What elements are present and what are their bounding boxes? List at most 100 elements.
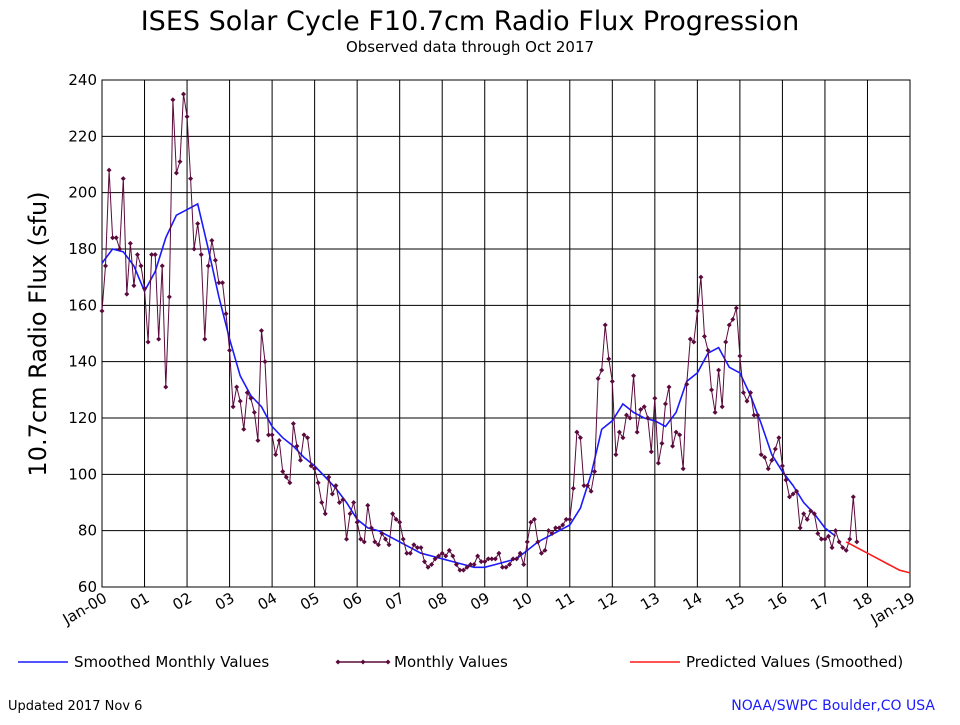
data-point xyxy=(464,564,470,570)
data-point xyxy=(305,435,311,441)
data-point xyxy=(163,384,169,390)
data-point xyxy=(173,170,179,176)
data-point xyxy=(850,494,856,500)
data-point xyxy=(843,547,849,553)
chart-subtitle: Observed data through Oct 2017 xyxy=(346,38,594,56)
data-point xyxy=(103,263,109,269)
data-point xyxy=(723,339,729,345)
footer-right: NOAA/SWPC Boulder,CO USA xyxy=(731,698,935,714)
data-point xyxy=(457,567,463,573)
data-point xyxy=(262,359,268,365)
data-point xyxy=(219,280,225,286)
data-point xyxy=(117,246,123,252)
footer-left: Updated 2017 Nov 6 xyxy=(8,699,142,714)
data-point xyxy=(411,542,417,548)
data-point xyxy=(684,381,690,387)
data-point xyxy=(592,469,598,475)
data-point xyxy=(358,536,364,542)
data-point xyxy=(273,452,279,458)
data-point xyxy=(188,176,194,182)
data-point xyxy=(432,556,438,562)
data-point xyxy=(205,263,211,269)
x-tick-label: 12 xyxy=(595,589,621,614)
x-tick-label: 13 xyxy=(637,589,663,614)
data-point xyxy=(347,511,353,517)
data-point xyxy=(301,432,307,438)
data-point xyxy=(648,449,654,455)
data-point xyxy=(542,547,548,553)
data-point xyxy=(269,432,275,438)
data-point xyxy=(106,167,112,173)
data-point xyxy=(152,252,158,258)
data-point xyxy=(149,252,155,258)
data-point xyxy=(755,412,761,418)
data-point xyxy=(815,530,821,536)
data-point xyxy=(854,539,860,545)
data-point xyxy=(609,378,615,384)
data-point xyxy=(659,440,665,446)
series-line xyxy=(101,94,858,571)
data-point xyxy=(312,466,318,472)
data-point xyxy=(620,435,626,441)
data-point xyxy=(801,511,807,517)
data-point xyxy=(170,97,176,103)
data-point xyxy=(386,542,392,548)
x-tick-label: 11 xyxy=(552,589,578,614)
data-point xyxy=(127,240,133,246)
data-point xyxy=(336,500,342,505)
x-tick-label: 02 xyxy=(170,589,196,614)
y-tick-label: 100 xyxy=(68,465,97,483)
data-point xyxy=(436,553,442,559)
data-point xyxy=(719,404,725,410)
data-point xyxy=(567,516,573,522)
y-tick-label: 180 xyxy=(68,240,97,258)
data-point xyxy=(393,516,399,522)
data-point xyxy=(290,421,296,427)
data-point xyxy=(248,395,254,401)
data-point xyxy=(701,333,707,339)
data-point xyxy=(811,511,817,517)
data-point xyxy=(677,432,683,438)
data-point xyxy=(712,409,718,415)
data-point xyxy=(471,561,477,567)
data-point xyxy=(577,435,583,441)
plot-frame xyxy=(101,79,911,588)
data-point xyxy=(280,469,286,475)
legend-marker xyxy=(385,659,391,665)
data-point xyxy=(585,483,591,489)
data-point xyxy=(538,550,544,556)
data-point xyxy=(202,336,208,342)
data-point xyxy=(421,559,427,565)
data-point xyxy=(829,545,835,551)
data-point xyxy=(142,285,148,291)
data-point xyxy=(507,561,513,567)
y-tick-label: 240 xyxy=(68,71,97,89)
x-tick-label: 17 xyxy=(807,589,833,614)
data-point xyxy=(266,432,272,438)
data-point xyxy=(237,398,243,404)
data-point xyxy=(574,429,580,435)
data-point xyxy=(730,316,736,322)
data-point xyxy=(833,528,839,534)
data-point xyxy=(333,483,339,489)
data-point xyxy=(645,415,651,421)
data-point xyxy=(740,390,746,396)
data-point xyxy=(138,263,144,269)
x-tick-label: 05 xyxy=(297,589,323,614)
data-point xyxy=(655,460,661,466)
y-axis-label: 10.7cm Radio Flux (sfu) xyxy=(24,191,52,476)
data-point xyxy=(99,308,105,314)
data-point xyxy=(822,536,828,542)
data-point xyxy=(379,530,385,536)
data-point xyxy=(553,525,559,531)
data-point xyxy=(322,511,328,517)
data-point xyxy=(705,347,711,353)
data-point xyxy=(340,497,346,503)
data-point xyxy=(748,390,754,396)
data-point xyxy=(666,384,672,390)
data-point xyxy=(804,516,810,522)
data-point xyxy=(287,480,293,486)
data-point xyxy=(315,480,321,486)
data-point xyxy=(425,564,431,570)
data-point xyxy=(372,539,378,545)
